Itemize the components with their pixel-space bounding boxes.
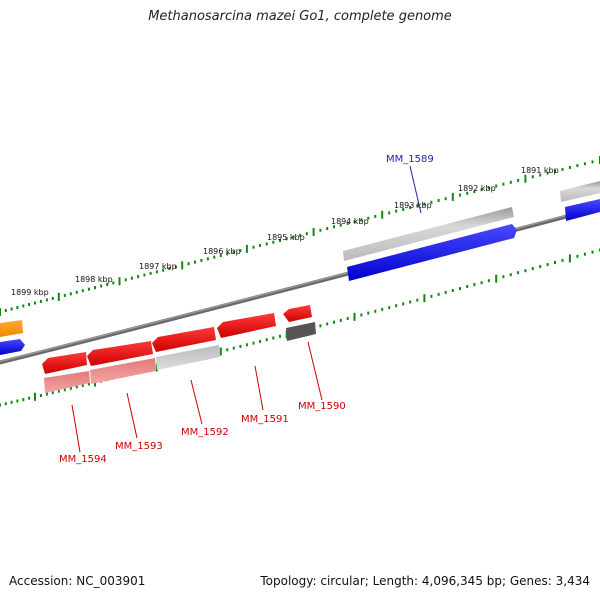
genome-summary-text: Topology: circular; Length: 4,096,345 bp… [260, 574, 590, 588]
outer-tick-track [0, 156, 600, 316]
gene-label-mm1591[interactable]: MM_1591 [241, 414, 289, 425]
gene-arrow-left-orange[interactable] [0, 320, 23, 337]
gene-arrow-left-blue[interactable] [0, 339, 25, 355]
genome-title: Methanosarcina mazei Go1, complete genom… [148, 9, 452, 24]
reverse-strand-genes [42, 305, 316, 393]
kbp-label: 1893 kbp [394, 201, 432, 210]
leader-mm1593 [126, 392, 138, 439]
gene-arrow-mm1593[interactable] [87, 341, 153, 366]
kbp-label: 1895 kbp [267, 233, 305, 242]
gene-arrow-next-shadow[interactable] [560, 181, 600, 202]
gene-label-mm1593[interactable]: MM_1593 [115, 441, 163, 452]
kbp-label: 1891 kbp [521, 166, 559, 175]
label-leaders [71, 165, 422, 453]
leader-mm1594 [71, 404, 81, 453]
gene-arrow-mm1589-shadow[interactable] [343, 207, 514, 261]
forward-strand-genes [0, 181, 600, 355]
gene-arrow-mm1590[interactable] [283, 305, 312, 322]
gene-label-mm1589[interactable]: MM_1589 [386, 154, 434, 165]
kbp-label: 1898 kbp [75, 275, 113, 284]
kbp-label: 1894 kbp [331, 217, 369, 226]
gene-arrow-mm1592-shadow[interactable] [156, 345, 220, 370]
leader-mm1589 [409, 165, 422, 214]
gene-arrow-mm1593-shadow[interactable] [90, 358, 156, 384]
gene-arrow-mm1589[interactable] [347, 224, 517, 281]
kbp-label: 1899 kbp [11, 288, 49, 297]
kbp-label: 1892 kbp [458, 184, 496, 193]
kbp-label: 1896 kbp [203, 247, 241, 256]
leader-mm1590 [307, 341, 323, 401]
gene-arrow-mm1590-shadow[interactable] [286, 322, 316, 341]
gene-labels: MM_1589 MM_1590 MM_1591 MM_1592 MM_1593 … [59, 154, 434, 465]
kbp-label: 1897 kbp [139, 262, 177, 271]
gene-arrow-mm1591[interactable] [217, 313, 276, 338]
gene-arrow-mm1592[interactable] [152, 327, 216, 352]
gene-label-mm1590[interactable]: MM_1590 [298, 401, 346, 412]
gene-label-mm1594[interactable]: MM_1594 [59, 454, 107, 465]
gene-arrow-mm1594[interactable] [42, 352, 87, 374]
gene-label-mm1592[interactable]: MM_1592 [181, 427, 229, 438]
kbp-labels: 1891 kbp 1892 kbp 1893 kbp 1894 kbp 1895… [11, 166, 559, 297]
gene-arrow-mm1594-shadow[interactable] [44, 371, 90, 393]
leader-mm1592 [190, 379, 203, 425]
accession-text: Accession: NC_003901 [9, 574, 146, 588]
leader-mm1591 [254, 365, 264, 411]
gene-arrow-next[interactable] [565, 199, 600, 221]
